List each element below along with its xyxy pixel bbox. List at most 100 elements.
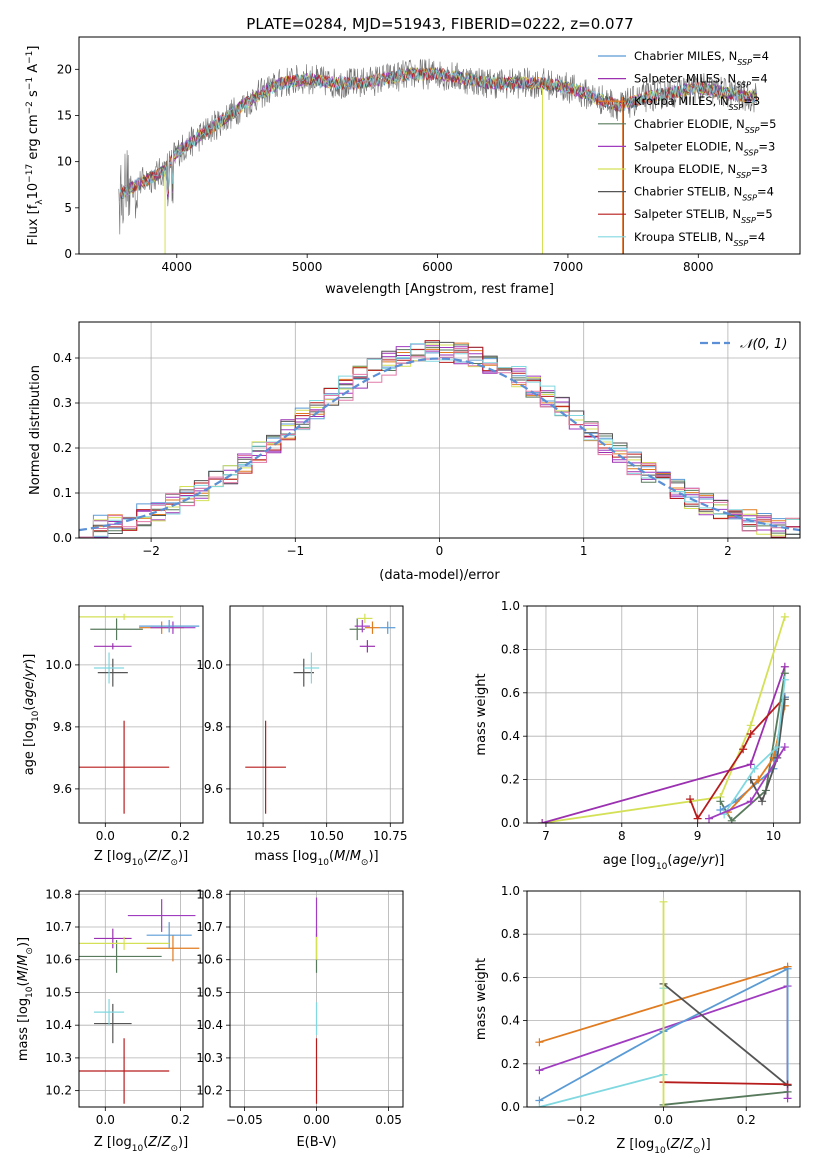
weight-vs-Z-panel: −0.2 0.0 0.2 0.0 0.2 0.4 0.6 0.8 1.0 Z [log10(Z/Z… — [474, 884, 801, 1156]
y-tick-label: 0.6 — [501, 686, 520, 700]
weight-line — [749, 699, 786, 804]
x-tick-label: −0.05 — [226, 1113, 263, 1127]
y-axis-label: Flux [fλ10−17 erg cm−2 s−1 A−1] — [25, 46, 45, 246]
mass-vs-ebv-panel: −0.05 0.00 0.05 10.2 10.3 10.4 10.5 10.6 10.7 10.… — [196, 887, 404, 1150]
weight-vs-age-panel: 7 8 9 10 0.0 0.2 0.4 0.6 0.8 1.0 age [log10(age/yr… — [474, 599, 801, 872]
y-tick-label: 10.2 — [196, 1084, 223, 1098]
y-tick-label: 10.3 — [196, 1051, 223, 1065]
x-tick-label: −1 — [286, 544, 304, 558]
spectrum-plot-area — [118, 58, 758, 254]
age-vs-mass-plot-area — [245, 613, 396, 814]
weight-point-marker — [538, 819, 547, 823]
weight-line — [663, 1081, 788, 1086]
x-tick-label: −2 — [142, 544, 160, 558]
weight-point-marker — [716, 797, 725, 806]
x-tick-label: 7000 — [553, 260, 584, 274]
legend-entry: Kroupa STELIB, NSSP=4 — [634, 230, 765, 248]
y-tick-label: 1.0 — [501, 884, 520, 898]
x-axis-label: Z [log10(Z/Z⊙)] — [616, 1137, 710, 1156]
y-tick-label: 9.6 — [53, 782, 72, 796]
y-tick-label: 9.8 — [53, 720, 72, 734]
x-tick-label: 1 — [580, 544, 588, 558]
y-tick-label: 0.8 — [501, 927, 520, 941]
weight-point-marker — [693, 814, 702, 823]
weight-point-marker — [739, 745, 748, 754]
weight-point-marker — [783, 1087, 792, 1096]
y-tick-label: 0.0 — [501, 816, 520, 830]
y-tick-label: 20 — [57, 62, 72, 76]
y-tick-label: 5 — [64, 201, 72, 215]
y-tick-label: 10.2 — [45, 1084, 72, 1098]
weight-line — [662, 983, 789, 1087]
x-tick-label: 10.25 — [246, 829, 280, 843]
axes-frame — [78, 321, 801, 539]
normal-reference-curve — [79, 357, 800, 532]
x-tick-label: 10.50 — [309, 829, 343, 843]
x-tick-label: 0.2 — [171, 829, 190, 843]
y-tick-label: 10.4 — [196, 1018, 223, 1032]
x-tick-label: 0.2 — [171, 1113, 190, 1127]
axes-frame — [78, 890, 204, 1108]
axes-frame — [229, 605, 404, 824]
y-tick-label: 0.3 — [53, 396, 72, 410]
y-tick-label: 0.0 — [501, 1100, 520, 1114]
weight-point-marker — [783, 964, 792, 973]
age-vs-Z-panel: 0.0 0.2 9.6 9.8 10.0 Z [log10(Z/Z⊙)] age [log1… — [22, 605, 204, 868]
weight-vs-Z-plot-area — [535, 897, 792, 1107]
x-tick-label: 0.2 — [737, 1113, 756, 1127]
weight-point-marker — [705, 814, 713, 823]
legend-entry: Salpeter STELIB, NSSP=5 — [634, 207, 773, 225]
axes-frame — [526, 890, 801, 1108]
y-tick-label: 10.5 — [45, 985, 72, 999]
y-axis-label: mass weight — [474, 673, 489, 755]
legend-entry: Salpeter MILES, NSSP=4 — [634, 72, 768, 90]
residuals-panel: −2 −1 0 1 2 0.0 0.1 0.2 0.3 0.4 𝒩(0, 1) (data-model… — [28, 321, 801, 583]
weight-point-marker — [659, 897, 668, 906]
weight-point-marker — [780, 743, 789, 752]
y-tick-label: 10.6 — [45, 953, 72, 967]
y-tick-label: 1.0 — [501, 599, 520, 613]
y-tick-label: 10.8 — [196, 887, 223, 901]
y-tick-label: 10.7 — [45, 920, 72, 934]
x-tick-label: 10 — [766, 829, 781, 843]
x-tick-label: 0.0 — [654, 1113, 673, 1127]
weight-point-marker — [746, 730, 755, 739]
y-tick-label: 10.6 — [196, 953, 223, 967]
y-tick-label: 0.4 — [501, 729, 520, 743]
age-vs-Z-plot-area — [79, 613, 200, 814]
weight-point-marker — [780, 675, 789, 684]
weight-point-marker — [535, 1103, 544, 1107]
y-tick-label: 9.8 — [204, 720, 223, 734]
y-tick-label: 0.2 — [501, 773, 520, 787]
legend-entry: Chabrier MILES, NSSP=4 — [634, 49, 769, 67]
y-tick-label: 10.3 — [45, 1051, 72, 1065]
weight-point-marker — [783, 1080, 792, 1089]
x-tick-label: 7 — [542, 829, 550, 843]
weight-point-marker — [746, 721, 755, 730]
spectrum-model-line — [119, 68, 757, 201]
weight-point-marker — [750, 764, 759, 773]
weight-vs-age-plot-area — [538, 612, 789, 823]
weight-point-marker — [754, 775, 763, 784]
mass-vs-Z-plot-area — [79, 899, 200, 1104]
weight-point-marker — [773, 743, 782, 752]
x-tick-label: 6000 — [422, 260, 453, 274]
weight-point-marker — [716, 805, 725, 814]
x-tick-label: 0.05 — [375, 1113, 402, 1127]
legend-entry: Chabrier ELODIE, NSSP=5 — [634, 117, 776, 135]
weight-point-marker — [686, 795, 695, 804]
y-tick-label: 0.0 — [53, 531, 72, 545]
y-tick-label: 10.4 — [45, 1018, 72, 1032]
y-tick-label: 10.5 — [196, 985, 223, 999]
y-tick-label: 10.0 — [45, 658, 72, 672]
axes-frame — [78, 605, 204, 824]
x-tick-label: −0.2 — [566, 1113, 595, 1127]
x-tick-label: 9 — [694, 829, 702, 843]
y-tick-label: 10.0 — [196, 658, 223, 672]
y-tick-label: 0 — [64, 247, 72, 261]
y-tick-label: 0.2 — [501, 1057, 520, 1071]
y-axis-label: mass [log10(M/M⊙)] — [16, 937, 35, 1061]
y-tick-label: 10.7 — [196, 920, 223, 934]
y-tick-label: 10 — [57, 155, 72, 169]
